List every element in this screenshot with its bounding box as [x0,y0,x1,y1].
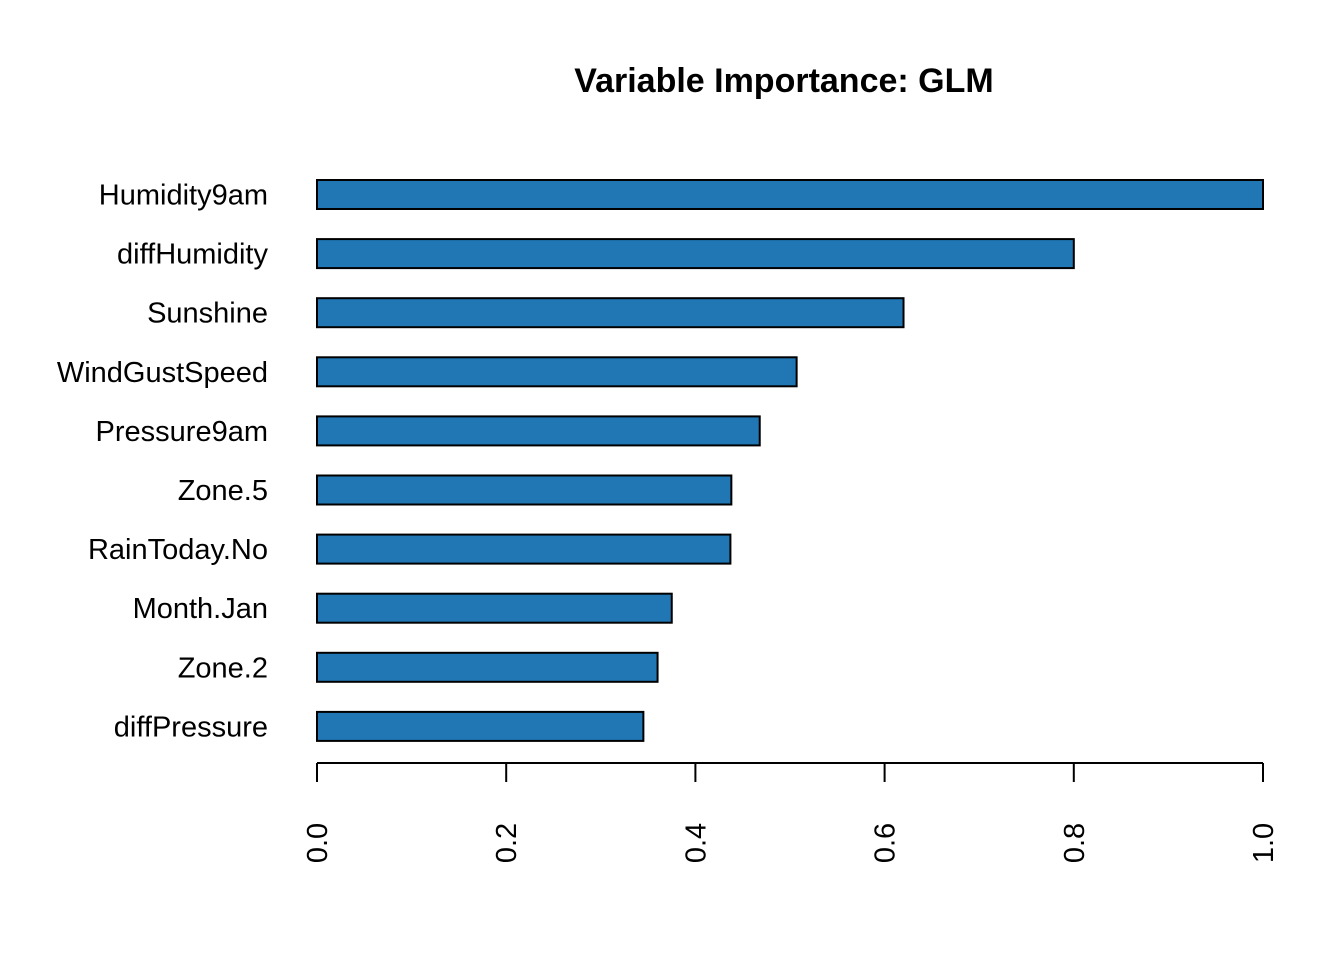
category-label: WindGustSpeed [57,357,268,389]
x-tick-label: 1.0 [1248,823,1280,863]
bar-Zone.5 [316,474,733,506]
x-tick-label: 0.6 [870,823,902,863]
category-label: RainToday.No [88,534,268,566]
category-label: diffPressure [114,711,268,743]
x-axis: 0.0 0.2 0.4 0.6 0.8 1.0 [302,762,1280,863]
bar-RainToday.No [316,533,732,565]
category-label: Zone.5 [178,475,268,507]
bar-Zone.2 [316,651,659,683]
category-label: diffHumidity [117,239,268,271]
x-tick-label: 0.8 [1059,823,1091,863]
bar-diffPressure [316,710,645,742]
category-labels: Humidity9am diffHumidity Sunshine WindGustS… [57,180,269,744]
x-tick-label: 0.0 [302,823,334,863]
category-label: Pressure9am [96,416,268,448]
bar-Month.Jan [316,592,673,624]
bar-Pressure9am [316,415,761,447]
category-label: Sunshine [147,298,268,330]
category-label: Humidity9am [99,180,268,212]
x-tick-label: 0.4 [680,823,712,863]
bar-WindGustSpeed [316,356,798,388]
bars-layer [316,179,1264,742]
category-label: Zone.2 [178,652,268,684]
bar-Sunshine [316,297,905,329]
bar-Humidity9am [316,179,1264,210]
chart-title: Variable Importance: GLM [574,62,993,100]
category-label: Month.Jan [133,593,268,625]
bar-diffHumidity [316,238,1075,270]
x-tick-label: 0.2 [491,823,523,863]
